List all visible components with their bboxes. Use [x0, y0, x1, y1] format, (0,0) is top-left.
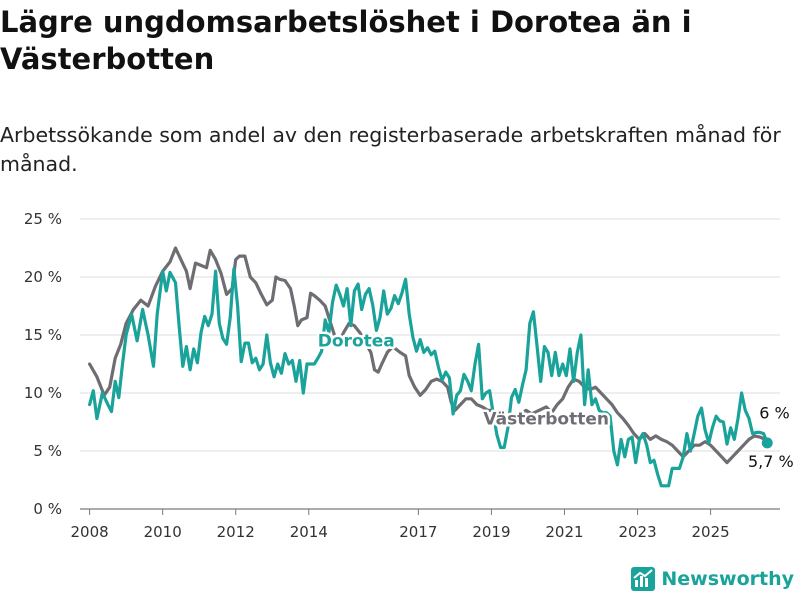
end-point-marker	[761, 437, 773, 449]
x-tick-label: 2012	[217, 523, 255, 541]
chart-subtitle: Arbetssökande som andel av den registerb…	[0, 123, 781, 176]
end-value-label: 5,7 %	[748, 452, 794, 471]
labels: Dorotea Västerbotten 6 % 5,7 %	[315, 329, 795, 473]
y-tick-label: 15 %	[24, 326, 62, 344]
y-tick-label: 20 %	[24, 268, 62, 286]
axes: 0 % 5 % 10 % 15 % 20 % 25 % 2008 2010 2012 2014 20…	[24, 210, 730, 541]
brand-name: Newsworthy	[661, 568, 794, 590]
x-tick-label: 2019	[472, 523, 510, 541]
gridlines	[80, 218, 780, 510]
newsworthy-logo-icon	[631, 567, 656, 591]
chart-title: Lägre ungdomsarbetslöshet i Dorotea än i…	[0, 5, 692, 76]
x-tick-label: 2023	[618, 523, 656, 541]
x-tick-label: 2021	[545, 523, 583, 541]
y-tick-label: 25 %	[24, 210, 62, 228]
x-tick-label: 2014	[290, 523, 328, 541]
x-tick-label: 2017	[399, 523, 437, 541]
line-chart: 0 % 5 % 10 % 15 % 20 % 25 % 2008 2010 2012 2014 20…	[24, 210, 796, 541]
series-line-dorotea	[88, 267, 769, 488]
x-tick-label: 2010	[144, 523, 182, 541]
y-tick-label: 5 %	[33, 442, 62, 460]
end-value-label: 6 %	[759, 404, 789, 423]
series-label-v-sterbotten: Västerbotten	[483, 409, 609, 429]
y-tick-label: 10 %	[24, 384, 62, 402]
series	[88, 246, 773, 488]
x-tick-label: 2008	[71, 523, 109, 541]
y-tick-label: 0 %	[33, 500, 62, 518]
brand-logo-area: Newsworthy	[631, 567, 794, 591]
series-line-v-sterbotten	[88, 246, 769, 465]
x-tick-label: 2025	[692, 523, 730, 541]
series-label-dorotea: Dorotea	[318, 332, 395, 352]
